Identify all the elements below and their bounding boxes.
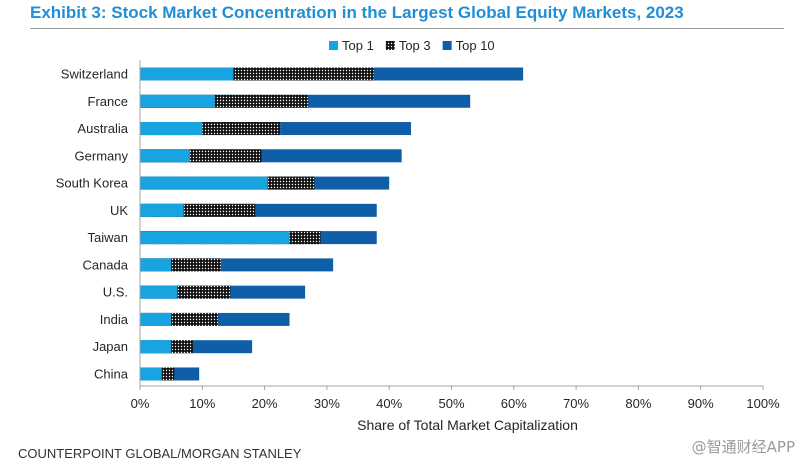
chart-title: Exhibit 3: Stock Market Concentration in… — [30, 3, 684, 22]
x-tick-label: 40% — [376, 396, 402, 411]
x-tick-label: 100% — [746, 396, 780, 411]
chart-legend: Top 1 Top 3 Top 10 — [329, 38, 495, 53]
legend-swatch — [442, 41, 452, 50]
bar-row — [140, 258, 334, 272]
category-label: Australia — [77, 121, 128, 136]
bar-top-1 — [140, 176, 268, 190]
x-tick-label: 10% — [189, 396, 215, 411]
bar-row — [140, 367, 200, 381]
category-label: Switzerland — [61, 67, 128, 82]
bar-row — [140, 203, 377, 217]
bar-row — [140, 94, 471, 108]
category-label: UK — [110, 203, 128, 218]
category-label: China — [94, 366, 129, 381]
x-tick-label: 80% — [625, 396, 651, 411]
chart-bars — [140, 67, 524, 381]
bar-row — [140, 340, 253, 354]
bar-row — [140, 285, 306, 299]
bar-top-1 — [140, 367, 162, 381]
x-tick-label: 90% — [688, 396, 714, 411]
x-tick-label: 60% — [501, 396, 527, 411]
legend-label: Top 3 — [399, 38, 431, 53]
stacked-bar-chart: Top 1 Top 3 Top 10 Switzerland France Austra… — [56, 38, 780, 433]
legend-item: Top 3 — [385, 38, 431, 53]
bar-top-1 — [140, 312, 172, 326]
watermark-text: @智通财经APP — [691, 438, 795, 456]
legend-item: Top 1 — [329, 38, 374, 53]
category-label: India — [100, 312, 129, 327]
bar-top-1 — [140, 122, 203, 136]
bar-top-1 — [140, 94, 215, 108]
legend-swatch — [385, 41, 395, 50]
category-label: Taiwan — [88, 230, 128, 245]
bar-row — [140, 312, 290, 326]
title-divider — [30, 28, 784, 29]
category-label: Japan — [93, 339, 128, 354]
bar-row — [140, 149, 402, 163]
x-tick-label: 70% — [563, 396, 589, 411]
legend-label: Top 1 — [342, 38, 374, 53]
source-note: COUNTERPOINT GLOBAL/MORGAN STANLEY — [18, 446, 302, 461]
bar-top-1 — [140, 340, 172, 354]
bar-top-1 — [140, 231, 290, 245]
bar-top-1 — [140, 285, 178, 299]
bar-row — [140, 231, 377, 245]
bar-top-1 — [140, 203, 184, 217]
legend-swatch — [329, 41, 338, 50]
bar-row — [140, 67, 524, 81]
legend-label: Top 10 — [456, 38, 495, 53]
category-label: South Korea — [56, 176, 129, 191]
bar-top-1 — [140, 149, 190, 163]
x-tick-label: 0% — [131, 396, 150, 411]
x-tick-label: 30% — [314, 396, 340, 411]
bar-top-1 — [140, 258, 172, 272]
bar-row — [140, 176, 390, 190]
category-label: France — [88, 94, 128, 109]
bar-top-1 — [140, 67, 234, 81]
bar-row — [140, 122, 412, 136]
category-label: U.S. — [103, 285, 128, 300]
chart-axes: Switzerland France Australia Germany South K… — [56, 60, 780, 433]
x-axis-title: Share of Total Market Capitalization — [357, 417, 578, 433]
x-tick-label: 20% — [252, 396, 278, 411]
category-label: Canada — [82, 257, 128, 272]
legend-item: Top 10 — [442, 38, 495, 53]
category-label: Germany — [75, 148, 129, 163]
x-tick-label: 50% — [438, 396, 464, 411]
